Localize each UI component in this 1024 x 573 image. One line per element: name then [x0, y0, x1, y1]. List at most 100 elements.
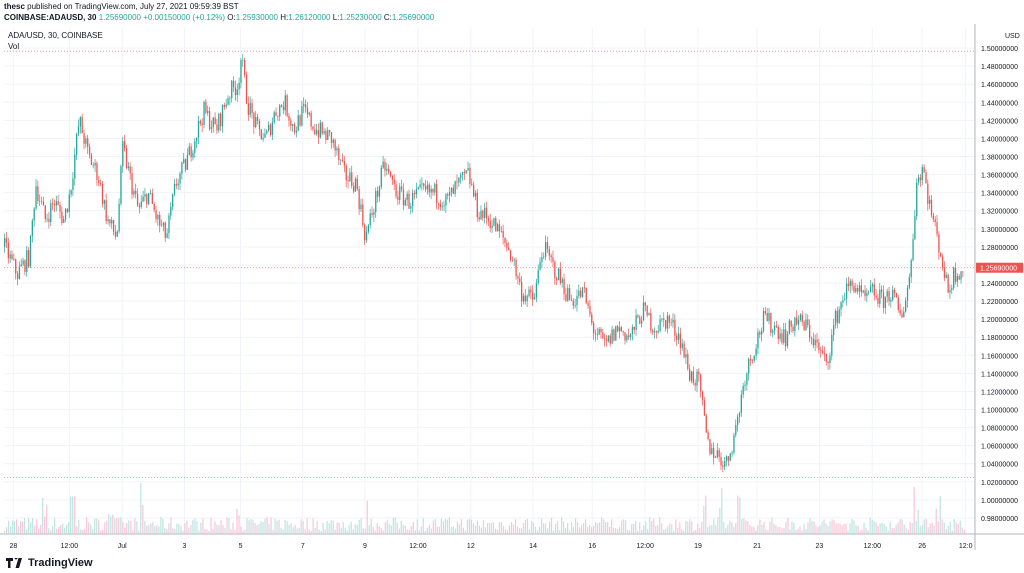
volume-bar: [142, 505, 144, 534]
candle-body: [388, 168, 390, 173]
volume-bar: [897, 522, 899, 534]
volume-bar: [372, 527, 374, 534]
candle-body: [773, 325, 776, 331]
volume-bar: [396, 522, 398, 534]
volume-bar: [316, 521, 318, 534]
volume-bar: [224, 527, 226, 534]
candle-body: [426, 184, 429, 190]
volume-bar: [601, 517, 603, 534]
price-tick-label: 1.38000000: [981, 155, 1018, 162]
candle-body: [661, 318, 663, 320]
candle-body: [39, 200, 41, 202]
candle-body: [360, 204, 362, 210]
volume-bar: [46, 504, 48, 534]
candle-body: [317, 130, 320, 138]
volume-bar: [623, 519, 625, 534]
candle-body: [676, 335, 678, 340]
candle-body: [899, 309, 901, 314]
price-tick-label: 1.44000000: [981, 100, 1018, 107]
candle-body: [908, 277, 911, 288]
volume-bar: [60, 525, 62, 534]
volume-bar: [364, 528, 366, 534]
candle-body: [332, 139, 334, 143]
volume-bar: [344, 527, 346, 534]
candle-body: [572, 300, 574, 306]
volume-bar: [500, 521, 503, 534]
candle-body: [653, 331, 656, 333]
volume-bar: [346, 530, 348, 534]
candle-body: [801, 314, 803, 322]
candle-body: [404, 199, 406, 206]
candle-body: [445, 194, 447, 206]
volume-bar: [763, 522, 765, 534]
time-tick-label: 7: [301, 543, 305, 550]
candle-body: [168, 215, 170, 234]
candle-body: [607, 335, 610, 342]
volume-bar: [116, 518, 118, 534]
candle-body: [15, 259, 17, 274]
volume-bar: [817, 527, 819, 534]
volume-bar: [340, 527, 342, 534]
volume-bar: [322, 522, 324, 534]
volume-bar: [66, 524, 68, 534]
volume-bar: [707, 527, 709, 534]
volume-bar: [170, 517, 172, 534]
volume-bar: [266, 517, 268, 534]
candle-body: [528, 289, 530, 296]
volume-bar: [82, 529, 84, 534]
candle-body: [701, 391, 704, 401]
volume-bar: [659, 517, 661, 534]
volume-bar: [925, 518, 927, 534]
candle-body: [903, 311, 905, 318]
volume-bar: [595, 522, 597, 534]
candle-body: [740, 394, 742, 413]
price-chart[interactable]: 1.50000000 1.48000000 1.46000000 1.44000000…: [0, 24, 1024, 554]
candle-body: [133, 190, 135, 195]
candle-body: [260, 129, 262, 140]
candle-body: [613, 329, 615, 341]
volume-bar: [699, 527, 701, 534]
candle-body: [947, 274, 949, 293]
candle-body: [410, 206, 412, 209]
publish-text: published on TradingView.com, July 27, 2…: [27, 2, 239, 11]
candle-body: [423, 183, 425, 187]
volume-bar: [715, 525, 717, 534]
candle-body: [162, 222, 165, 226]
candle-body: [280, 105, 283, 107]
volume-bar: [438, 526, 440, 534]
candle-body: [766, 313, 768, 321]
volume-bar: [258, 524, 260, 534]
author-name[interactable]: thesc: [4, 2, 25, 11]
candle-body: [537, 270, 539, 284]
candle-body: [809, 325, 811, 338]
volume-bar: [875, 522, 877, 534]
volume-bar: [120, 517, 122, 534]
candle-body: [616, 326, 619, 332]
volume-bar: [162, 518, 164, 534]
volume-bar: [893, 527, 895, 534]
candle-body: [953, 267, 955, 289]
volume-bar: [597, 523, 599, 534]
volume-bar: [378, 526, 380, 534]
candle-body: [688, 368, 691, 381]
candle-body: [509, 250, 512, 260]
candle-body: [122, 141, 124, 167]
tradingview-logo[interactable]: TradingView: [6, 557, 93, 569]
candle-body: [153, 203, 155, 211]
volume-bar: [352, 529, 354, 534]
candle-body: [454, 181, 456, 194]
volume-bar: [709, 525, 711, 534]
candle-body: [533, 297, 536, 300]
candle-body: [930, 199, 933, 216]
candle-body: [925, 172, 927, 184]
volume-bar: [923, 519, 925, 534]
candle-body: [570, 299, 573, 301]
candle-body: [489, 220, 491, 228]
candle-body: [495, 218, 497, 232]
volume-bar: [214, 521, 216, 534]
chart-area[interactable]: 1.50000000 1.48000000 1.46000000 1.44000000…: [0, 24, 1024, 550]
volume-bar: [891, 528, 893, 534]
volume-bar: [250, 519, 252, 534]
candle-body: [7, 242, 9, 259]
volume-bar: [603, 519, 605, 534]
